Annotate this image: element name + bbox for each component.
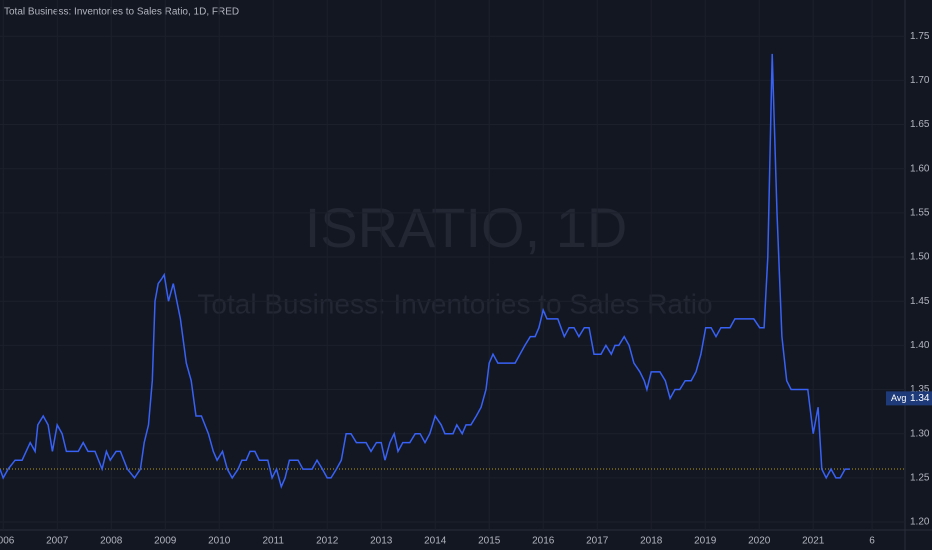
y-tick-label: 1.65 xyxy=(910,119,930,130)
y-tick-label: 1.40 xyxy=(910,340,930,351)
watermark-subtitle: Total Business: Inventories to Sales Rat… xyxy=(197,288,712,319)
x-tick-label: 2018 xyxy=(640,536,663,547)
x-tick-label: 2015 xyxy=(478,536,501,547)
y-tick-label: 1.50 xyxy=(910,252,930,263)
y-tick-label: 1.30 xyxy=(910,428,930,439)
y-tick-label: 1.35 xyxy=(910,384,930,395)
y-tick-label: 1.45 xyxy=(910,296,930,307)
avg-value: 1.34 xyxy=(910,393,930,404)
x-tick-label: 2009 xyxy=(154,536,177,547)
chart-title: Total Business: Inventories to Sales Rat… xyxy=(4,7,239,18)
y-tick-label: 1.60 xyxy=(910,163,930,174)
avg-badge xyxy=(886,391,932,406)
x-tick-label: 2010 xyxy=(208,536,231,547)
y-tick-label: 1.20 xyxy=(910,517,930,528)
x-tick-label: 2011 xyxy=(262,536,284,547)
x-tick-label: 2012 xyxy=(316,536,339,547)
x-tick-label: 2016 xyxy=(532,536,555,547)
x-tick-label: 2014 xyxy=(424,536,447,547)
avg-label: Avg xyxy=(891,393,906,403)
x-tick-label: 2020 xyxy=(748,536,771,547)
x-tick-label: 2017 xyxy=(586,536,609,547)
line-series xyxy=(0,53,850,489)
x-tick-label: 2008 xyxy=(100,536,123,547)
y-tick-label: 1.25 xyxy=(910,473,930,484)
y-tick-label: 1.75 xyxy=(910,31,930,42)
watermark: ISRATIO, 1D xyxy=(305,196,628,259)
x-tick-label: 2021 xyxy=(802,536,825,547)
x-tick-label: 2019 xyxy=(694,536,717,547)
y-tick-label: 1.55 xyxy=(910,208,930,219)
x-tick-label: 6 xyxy=(869,536,875,547)
x-tick-label: 2013 xyxy=(370,536,393,547)
x-tick-label: 2006 xyxy=(0,536,15,547)
y-tick-label: 1.70 xyxy=(910,75,930,86)
x-tick-label: 2007 xyxy=(46,536,69,547)
